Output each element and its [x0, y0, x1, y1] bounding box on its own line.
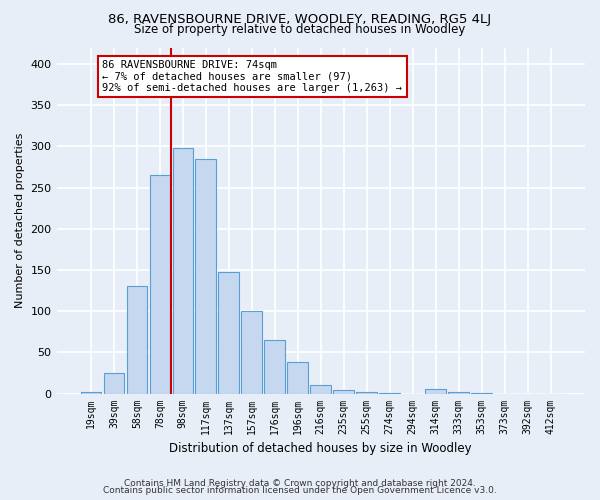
Bar	[149, 175, 170, 394]
Bar	[173, 148, 193, 394]
Bar	[127, 286, 147, 394]
Bar	[241, 311, 262, 394]
Bar	[80, 392, 101, 394]
Text: Size of property relative to detached houses in Woodley: Size of property relative to detached ho…	[134, 22, 466, 36]
Bar	[356, 392, 377, 394]
Bar	[448, 392, 469, 394]
Text: 86, RAVENSBOURNE DRIVE, WOODLEY, READING, RG5 4LJ: 86, RAVENSBOURNE DRIVE, WOODLEY, READING…	[109, 12, 491, 26]
Bar	[472, 392, 492, 394]
Text: Contains public sector information licensed under the Open Government Licence v3: Contains public sector information licen…	[103, 486, 497, 495]
Bar	[334, 390, 354, 394]
Bar	[425, 390, 446, 394]
Bar	[104, 373, 124, 394]
Bar	[379, 392, 400, 394]
Bar	[310, 386, 331, 394]
Text: 86 RAVENSBOURNE DRIVE: 74sqm
← 7% of detached houses are smaller (97)
92% of sem: 86 RAVENSBOURNE DRIVE: 74sqm ← 7% of det…	[103, 60, 403, 93]
X-axis label: Distribution of detached houses by size in Woodley: Distribution of detached houses by size …	[169, 442, 472, 455]
Bar	[218, 272, 239, 394]
Text: Contains HM Land Registry data © Crown copyright and database right 2024.: Contains HM Land Registry data © Crown c…	[124, 478, 476, 488]
Bar	[287, 362, 308, 394]
Y-axis label: Number of detached properties: Number of detached properties	[15, 133, 25, 308]
Bar	[196, 158, 216, 394]
Bar	[265, 340, 285, 394]
